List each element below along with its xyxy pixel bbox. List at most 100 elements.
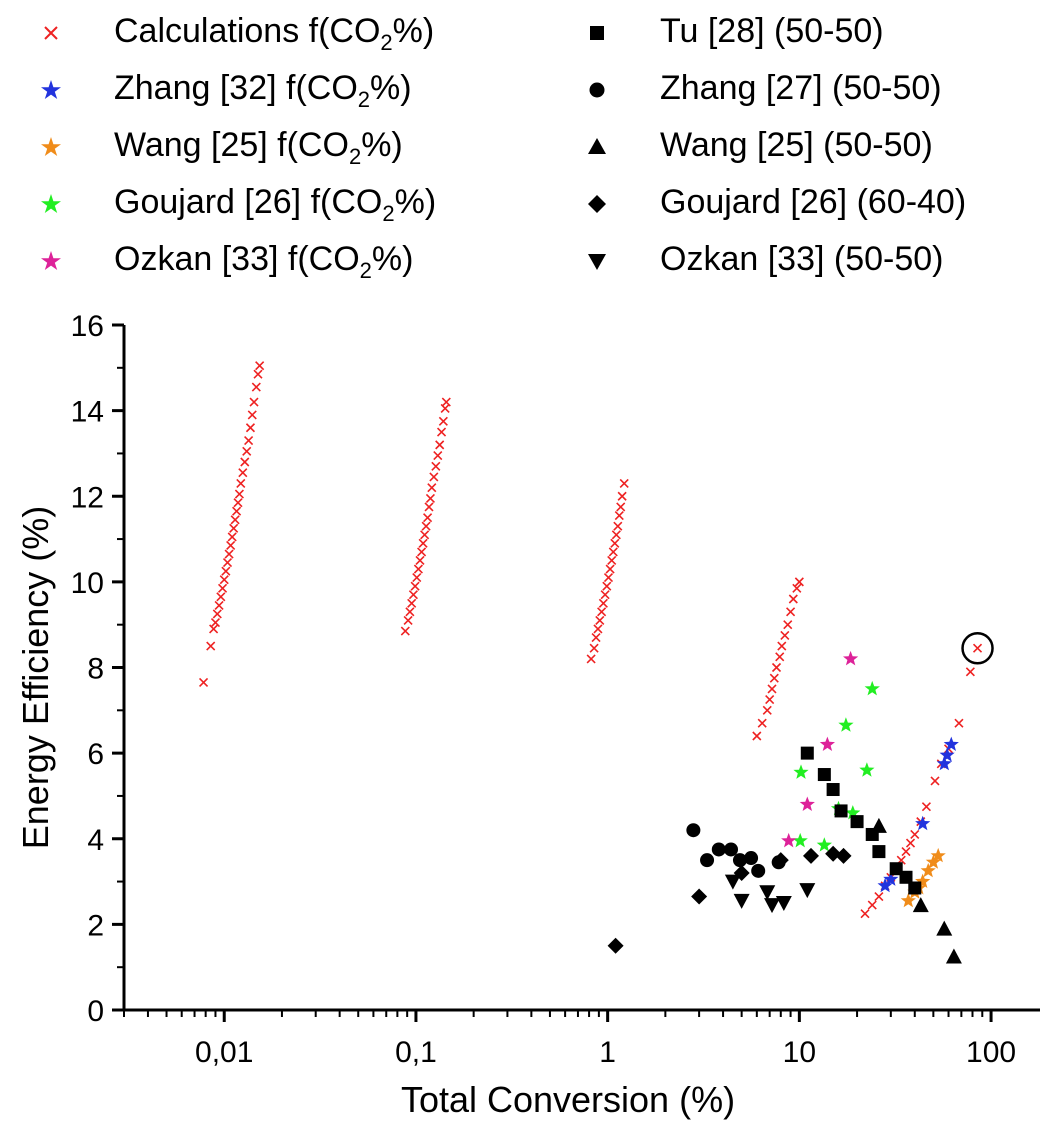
data-point <box>405 607 415 617</box>
data-point <box>589 643 599 653</box>
data-point <box>936 920 953 936</box>
data-point <box>816 837 832 852</box>
data-point <box>793 764 809 779</box>
data-point <box>431 461 441 471</box>
data-point <box>843 650 859 666</box>
legend-left: Calculations f(CO2%) Zhang [32] f(CO2%) … <box>36 14 516 304</box>
data-point <box>611 530 621 540</box>
legend-item-goujard26-f: Goujard [26] f(CO2%) <box>36 185 506 226</box>
data-point <box>826 783 840 797</box>
data-point <box>802 847 819 864</box>
data-point <box>799 796 815 811</box>
data-point <box>724 842 739 857</box>
data-point <box>253 369 263 379</box>
data-point <box>424 502 434 512</box>
series-9 <box>724 874 816 914</box>
y-tick-label: 0 <box>87 995 104 1028</box>
legend-item-goujard26: Goujard [26] (60-40) <box>582 185 1032 225</box>
data-point <box>817 768 831 782</box>
data-point <box>752 731 762 741</box>
series-8 <box>607 845 852 954</box>
data-point <box>835 847 852 864</box>
series-1 <box>877 736 959 893</box>
data-point <box>427 483 437 493</box>
data-point <box>954 718 964 728</box>
data-point <box>792 832 808 848</box>
x-tick-label: 1 <box>599 1036 616 1069</box>
data-point <box>799 883 816 899</box>
data-point <box>700 853 715 868</box>
legend-marker-tu28 <box>590 26 604 40</box>
data-point <box>759 885 776 901</box>
series-0 <box>198 361 983 919</box>
data-point <box>860 909 870 919</box>
data-point <box>415 555 425 566</box>
data-point <box>216 592 226 602</box>
legend-label-ozkan33: Ozkan [33] (50-50) <box>660 240 944 278</box>
series-6 <box>686 823 786 878</box>
legend-label-calculations: Calculations f(CO2%) <box>114 12 435 55</box>
series-7 <box>870 817 962 964</box>
data-point <box>972 643 983 653</box>
data-point <box>212 609 222 619</box>
data-point <box>244 436 254 446</box>
legend-label-goujard26: Goujard [26] (60-40) <box>660 183 967 221</box>
data-point <box>247 410 257 420</box>
data-point <box>724 874 741 890</box>
data-point <box>236 478 246 488</box>
data-point <box>767 684 777 694</box>
legend-marker-zhang32 <box>41 80 61 99</box>
data-point <box>744 851 759 866</box>
data-point <box>711 842 726 857</box>
y-tick-label: 6 <box>87 738 104 771</box>
data-point <box>420 530 430 540</box>
data-point <box>930 847 946 863</box>
y-tick-label: 16 <box>71 310 104 343</box>
data-point <box>400 626 410 636</box>
data-point <box>214 600 224 610</box>
data-point <box>921 802 931 812</box>
data-point <box>433 451 443 461</box>
data-point <box>423 513 433 523</box>
data-point <box>412 573 422 583</box>
data-point <box>899 870 913 884</box>
data-point <box>800 746 814 760</box>
data-point <box>227 532 237 542</box>
data-point <box>751 863 766 878</box>
data-point <box>762 705 772 715</box>
data-point <box>864 680 880 696</box>
data-point <box>901 847 911 857</box>
data-point <box>209 624 219 634</box>
data-point <box>912 897 929 913</box>
x-tick-label: 10 <box>783 1036 816 1069</box>
legend-marker-goujard26 <box>588 195 606 213</box>
data-point <box>834 804 848 818</box>
data-point <box>765 695 775 705</box>
data-point <box>845 805 861 820</box>
legend-item-ozkan33: Ozkan [33] (50-50) <box>582 242 1032 282</box>
series-3 <box>792 680 880 852</box>
data-point <box>614 510 624 521</box>
data-point <box>874 891 884 902</box>
data-point <box>435 440 445 450</box>
data-point <box>617 491 627 501</box>
y-tick-label: 8 <box>87 653 104 686</box>
data-point <box>603 573 614 583</box>
data-point <box>945 948 962 964</box>
data-point <box>245 423 256 433</box>
data-point <box>939 747 955 762</box>
x-tick-label: 100 <box>966 1036 1016 1069</box>
legend-marker-goujard26-f <box>41 194 61 213</box>
data-point <box>825 845 842 862</box>
chart-marks <box>198 361 983 964</box>
data-point <box>221 566 231 576</box>
data-point <box>598 598 608 608</box>
legend-right: Tu [28] (50-50) Zhang [27] (50-50) Wang … <box>582 14 1042 304</box>
data-point <box>772 852 789 869</box>
data-point <box>425 493 435 503</box>
data-point <box>595 615 605 625</box>
legend-marker-wang25-f <box>41 137 61 156</box>
data-point <box>413 564 423 574</box>
data-point <box>255 361 265 371</box>
data-point <box>417 547 427 557</box>
